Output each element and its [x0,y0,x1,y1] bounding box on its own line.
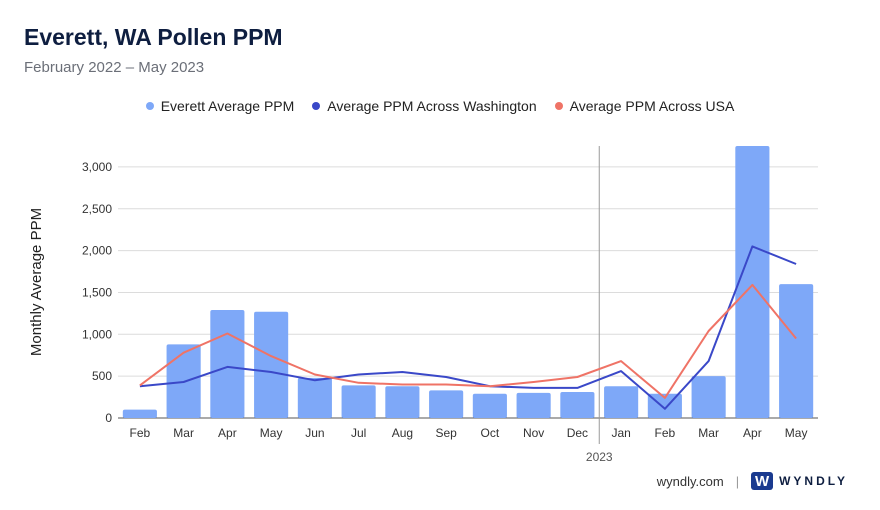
y-tick-label: 0 [105,411,112,425]
bar-everett [429,390,464,418]
bar-everett [385,386,420,418]
x-tick-label: Nov [523,426,544,440]
x-tick-label: Oct [481,426,500,440]
y-tick-label: 500 [92,369,112,383]
bar-everett [604,386,639,418]
bar-everett [516,392,551,418]
footer-separator: | [735,473,740,489]
chart-legend: Everett Average PPM Average PPM Across W… [0,98,880,114]
wyndly-logo-icon: W [751,472,774,490]
x-tick-label: Mar [173,426,194,440]
legend-swatch-everett [145,102,154,110]
legend-label-usa: Average PPM Across USA [569,98,735,114]
legend-item-usa: Average PPM Across USA [554,98,735,114]
legend-label-washington: Average PPM Across Washington [327,98,537,114]
y-tick-label: 1,500 [82,285,112,299]
legend-swatch-usa [554,102,563,110]
brand-name: WYNDLY [779,474,848,488]
bar-everett [735,146,770,418]
bar-everett [691,376,726,418]
line-washington [139,245,797,410]
y-tick-label: 2,000 [82,244,112,258]
legend-label-everett: Everett Average PPM [160,98,295,114]
x-tick-label: Jul [351,426,366,440]
legend-swatch-washington [312,102,321,110]
bar-everett [472,393,507,418]
bar-everett [779,284,814,418]
x-tick-label: Jun [305,426,324,440]
chart-title: Everett, WA Pollen PPM [24,24,283,50]
year-label: 2023 [586,450,613,464]
y-tick-label: 1,000 [82,327,112,341]
x-tick-label: Dec [567,426,588,440]
bar-everett [341,385,376,418]
x-tick-label: Mar [698,426,719,440]
x-tick-label: Apr [743,426,762,440]
y-tick-label: 2,500 [82,202,112,216]
footer: wyndly.com | W WYNDLY [657,472,848,490]
footer-site-link[interactable]: wyndly.com [656,473,724,489]
x-tick-label: Feb [655,426,676,440]
y-axis-label: Monthly Average PPM [28,208,45,356]
x-tick-label: May [785,426,808,440]
bar-everett [297,377,332,418]
bar-everett [210,310,245,418]
chart-subtitle: February 2022 – May 2023 [24,59,205,76]
x-tick-label: Aug [392,426,413,440]
bar-everett [122,409,157,418]
x-tick-label: Apr [218,426,237,440]
x-tick-label: May [260,426,283,440]
x-tick-label: Feb [130,426,151,440]
bar-everett [254,311,289,418]
bar-everett [560,392,595,418]
y-tick-label: 3,000 [82,160,112,174]
line-usa [139,283,797,399]
x-tick-label: Jan [611,426,630,440]
legend-item-washington: Average PPM Across Washington [312,98,537,114]
x-tick-label: Sep [435,426,457,440]
brand-logo: W WYNDLY [751,472,848,490]
legend-item-everett: Everett Average PPM [145,98,295,114]
